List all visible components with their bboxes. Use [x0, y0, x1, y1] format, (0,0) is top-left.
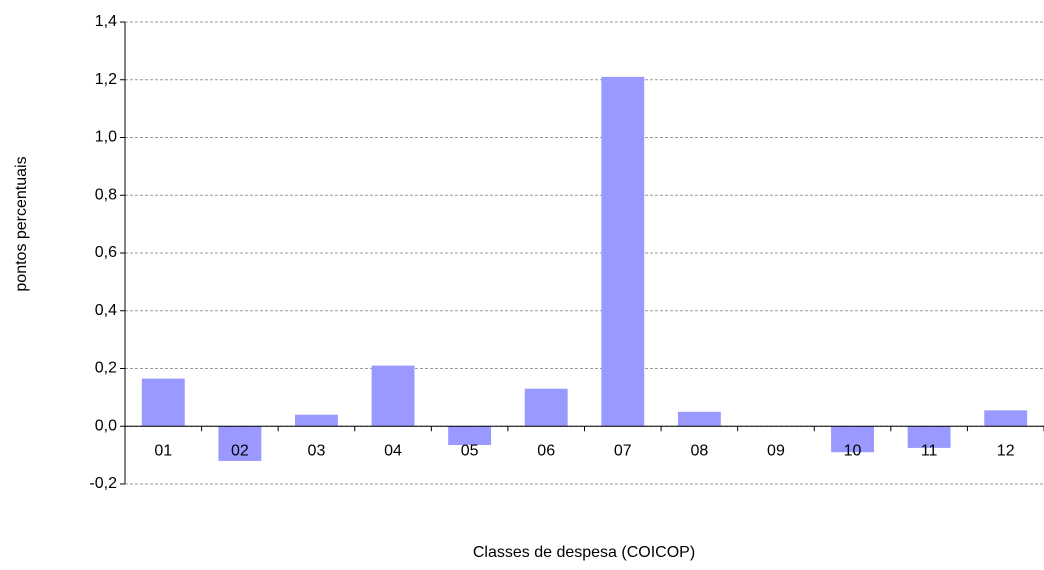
y-tick-label: 0,6 [95, 244, 117, 261]
bar [984, 410, 1028, 427]
bar [141, 378, 185, 427]
y-tick-label: 0,4 [95, 302, 117, 319]
x-tick-label: 02 [231, 442, 249, 459]
y-tick-label: 1,0 [95, 129, 117, 146]
x-tick-label: 05 [461, 442, 479, 459]
x-tick-label: 03 [308, 442, 326, 459]
y-tick-label: 1,2 [95, 71, 117, 88]
y-tick-label: 0,8 [95, 186, 117, 203]
y-tick-label: 1,4 [95, 13, 117, 30]
y-tick-label: -0,2 [89, 475, 117, 492]
y-axis-label: pontos percentuais [13, 156, 30, 291]
bar [295, 414, 338, 427]
x-axis-label: Classes de despesa (COICOP) [473, 544, 695, 561]
x-tick-label: 07 [614, 442, 632, 459]
bar [524, 388, 568, 427]
bar [371, 365, 415, 427]
x-tick-label: 12 [997, 442, 1015, 459]
bar [218, 426, 262, 461]
y-tick-label: 0,0 [95, 417, 117, 434]
x-tick-label: 11 [921, 442, 938, 459]
x-tick-label: 10 [844, 442, 862, 459]
x-tick-label: 04 [384, 442, 402, 459]
y-tick-label: 0,2 [95, 360, 117, 377]
bar [831, 426, 874, 453]
x-tick-label: 08 [690, 442, 708, 459]
x-tick-label: 06 [537, 442, 555, 459]
bar [601, 76, 645, 427]
bar [677, 411, 721, 427]
x-tick-label: 09 [767, 442, 785, 459]
x-tick-label: 01 [154, 442, 172, 459]
bar [907, 426, 951, 448]
bar [448, 426, 492, 446]
